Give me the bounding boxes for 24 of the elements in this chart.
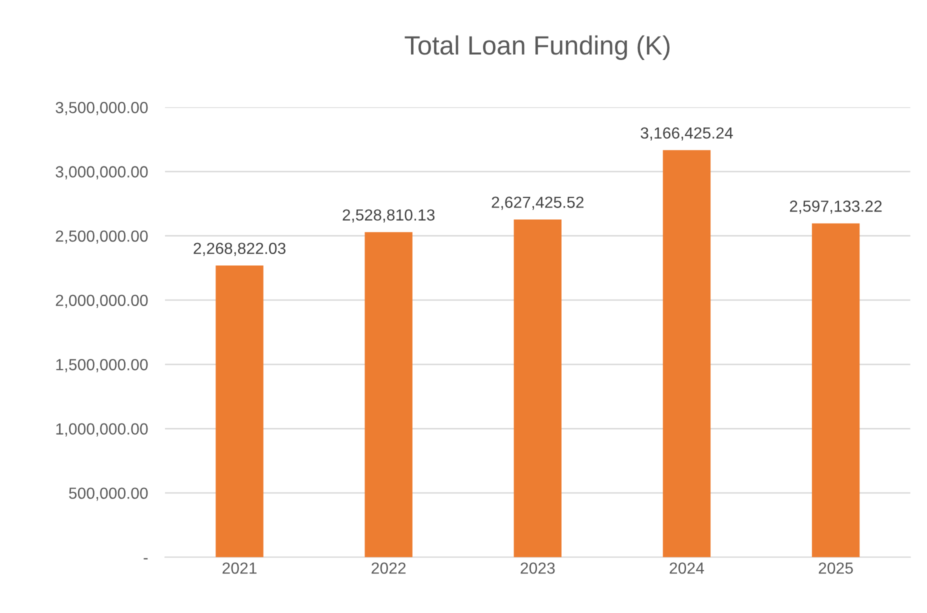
x-tick-label: 2025 (818, 562, 853, 574)
data-label: 2,268,822.03 (194, 242, 286, 256)
y-tick-label: 3,500,000.00 (56, 102, 148, 116)
data-label: 2,627,425.52 (492, 196, 584, 210)
y-tick-label: - (144, 558, 148, 560)
bar (812, 223, 860, 558)
data-label: 2,597,133.22 (790, 200, 882, 214)
y-tick-label: 1,000,000.00 (56, 423, 148, 436)
bar (216, 266, 264, 558)
x-tick-label: 2021 (222, 562, 257, 574)
data-label: 3,166,425.24 (640, 127, 733, 141)
chart-title: Total Loan Funding (K) (404, 35, 670, 60)
y-tick-label: 2,000,000.00 (56, 294, 148, 308)
y-tick-label: 2,500,000.00 (56, 230, 148, 244)
y-tick-label: 3,000,000.00 (56, 166, 148, 180)
bar (662, 150, 711, 558)
x-tick-label: 2024 (670, 562, 704, 574)
data-label: 2,528,810.13 (342, 209, 435, 223)
bar (514, 219, 562, 558)
x-tick-label: 2023 (520, 562, 555, 574)
y-tick-label: 500,000.00 (69, 488, 148, 501)
x-tick-label: 2022 (372, 562, 406, 574)
bar (364, 232, 412, 558)
y-tick-label: 1,500,000.00 (56, 359, 148, 372)
